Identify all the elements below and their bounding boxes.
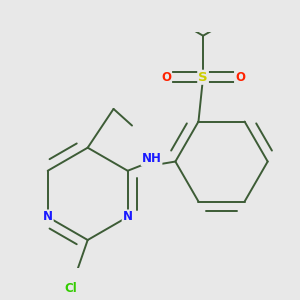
Text: N: N — [123, 210, 133, 224]
Text: O: O — [161, 71, 171, 84]
Text: Cl: Cl — [65, 281, 77, 295]
Text: O: O — [235, 71, 245, 84]
Text: NH: NH — [142, 152, 161, 165]
Text: N: N — [43, 210, 53, 224]
Text: S: S — [198, 71, 208, 84]
